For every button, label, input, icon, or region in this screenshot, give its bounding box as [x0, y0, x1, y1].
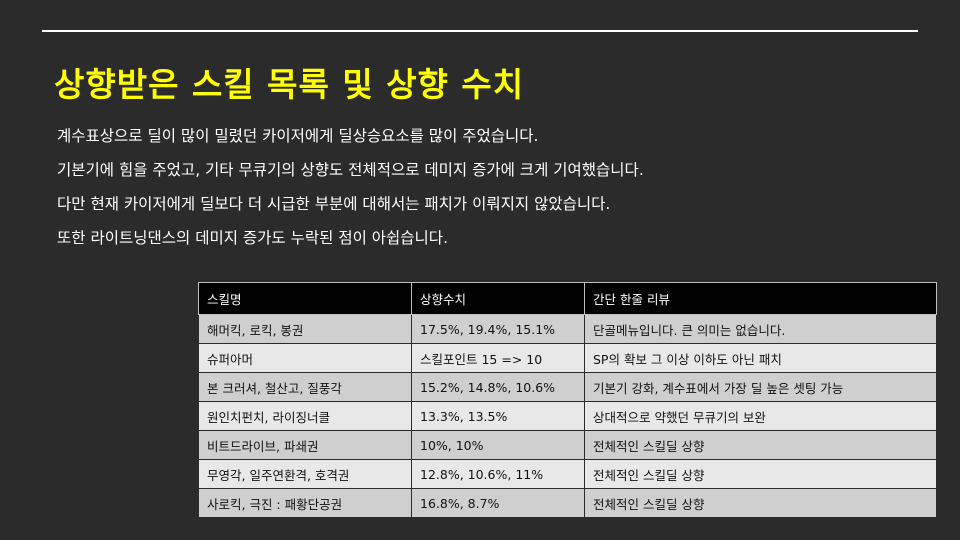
cell-buff-value: 13.3%, 13.5% — [411, 401, 585, 431]
top-divider — [42, 30, 918, 32]
cell-skill-name: 무영각, 일주연환격, 호격권 — [198, 459, 412, 489]
cell-buff-value: 10%, 10% — [411, 430, 585, 460]
cell-review: 상대적으로 약했던 무큐기의 보완 — [584, 401, 937, 431]
header-skill-name: 스킬명 — [198, 282, 412, 315]
table-header-row: 스킬명 상향수치 간단 한줄 리뷰 — [198, 282, 937, 315]
table-row: 슈퍼아머 스킬포인트 15 => 10 SP의 확보 그 이상 이하도 아닌 패… — [198, 343, 937, 373]
cell-buff-value: 15.2%, 14.8%, 10.6% — [411, 372, 585, 402]
cell-review: 기본기 강화, 계수표에서 가장 딜 높은 셋팅 가능 — [584, 372, 937, 402]
table-row: 무영각, 일주연환격, 호격권 12.8%, 10.6%, 11% 전체적인 스… — [198, 459, 937, 489]
header-review: 간단 한줄 리뷰 — [584, 282, 937, 315]
cell-skill-name: 원인치펀치, 라이징너클 — [198, 401, 412, 431]
cell-review: 전체적인 스킬딜 상향 — [584, 459, 937, 489]
table-row: 사로킥, 극진 : 패황단공권 16.8%, 8.7% 전체적인 스킬딜 상향 — [198, 488, 937, 518]
cell-review: 전체적인 스킬딜 상향 — [584, 430, 937, 460]
cell-review: 전체적인 스킬딜 상향 — [584, 488, 937, 518]
body-line-1: 계수표상으로 딜이 많이 밀렸던 카이저에게 딜상승요소를 많이 주었습니다. — [57, 127, 539, 145]
header-buff-value: 상향수치 — [411, 282, 585, 315]
skill-buff-table: 스킬명 상향수치 간단 한줄 리뷰 해머킥, 로킥, 봉권 17.5%, 19.… — [198, 282, 937, 518]
table-row: 비트드라이브, 파쇄권 10%, 10% 전체적인 스킬딜 상향 — [198, 430, 937, 460]
cell-skill-name: 슈퍼아머 — [198, 343, 412, 373]
cell-buff-value: 12.8%, 10.6%, 11% — [411, 459, 585, 489]
cell-skill-name: 해머킥, 로킥, 봉권 — [198, 314, 412, 344]
cell-buff-value: 16.8%, 8.7% — [411, 488, 585, 518]
cell-review: SP의 확보 그 이상 이하도 아닌 패치 — [584, 343, 937, 373]
slide-title: 상향받은 스킬 목록 및 상향 수치 — [54, 65, 525, 104]
table-row: 해머킥, 로킥, 봉권 17.5%, 19.4%, 15.1% 단골메뉴입니다.… — [198, 314, 937, 344]
cell-review: 단골메뉴입니다. 큰 의미는 없습니다. — [584, 314, 937, 344]
table-row: 원인치펀치, 라이징너클 13.3%, 13.5% 상대적으로 약했던 무큐기의… — [198, 401, 937, 431]
cell-skill-name: 사로킥, 극진 : 패황단공권 — [198, 488, 412, 518]
body-line-3: 다만 현재 카이저에게 딜보다 더 시급한 부분에 대해서는 패치가 이뤄지지 … — [57, 195, 611, 213]
table-row: 본 크러셔, 철산고, 질풍각 15.2%, 14.8%, 10.6% 기본기 … — [198, 372, 937, 402]
body-text: 계수표상으로 딜이 많이 밀렸던 카이저에게 딜상승요소를 많이 주었습니다. … — [57, 124, 937, 260]
cell-buff-value: 스킬포인트 15 => 10 — [411, 343, 585, 373]
body-line-2: 기본기에 힘을 주었고, 기타 무큐기의 상향도 전체적으로 데미지 증가에 크… — [57, 161, 644, 179]
cell-skill-name: 본 크러셔, 철산고, 질풍각 — [198, 372, 412, 402]
body-line-4: 또한 라이트닝댄스의 데미지 증가도 누락된 점이 아쉽습니다. — [57, 229, 448, 247]
cell-skill-name: 비트드라이브, 파쇄권 — [198, 430, 412, 460]
cell-buff-value: 17.5%, 19.4%, 15.1% — [411, 314, 585, 344]
